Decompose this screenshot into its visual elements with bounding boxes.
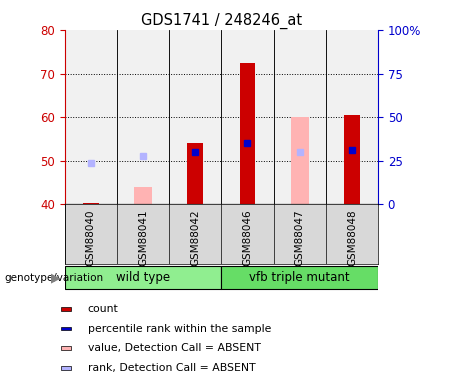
Text: GSM88042: GSM88042	[190, 209, 200, 266]
Bar	[134, 187, 152, 204]
FancyBboxPatch shape	[65, 266, 221, 290]
Bar	[326, 30, 378, 204]
Bar	[240, 63, 255, 204]
Text: percentile rank within the sample: percentile rank within the sample	[88, 324, 271, 333]
Bar	[290, 117, 309, 204]
Bar	[344, 115, 360, 204]
Text: rank, Detection Call = ABSENT: rank, Detection Call = ABSENT	[88, 363, 255, 373]
Bar	[61, 327, 71, 330]
Text: vfb triple mutant: vfb triple mutant	[249, 271, 350, 284]
Title: GDS1741 / 248246_at: GDS1741 / 248246_at	[141, 12, 302, 28]
Text: GSM88046: GSM88046	[242, 209, 253, 266]
Bar	[65, 30, 117, 204]
FancyBboxPatch shape	[221, 266, 378, 290]
Bar	[117, 30, 169, 204]
Text: GSM88041: GSM88041	[138, 209, 148, 266]
Text: genotype/variation: genotype/variation	[5, 273, 104, 283]
Text: ▶: ▶	[51, 272, 60, 285]
Text: value, Detection Call = ABSENT: value, Detection Call = ABSENT	[88, 343, 260, 353]
Bar	[273, 30, 326, 204]
Text: count: count	[88, 304, 118, 314]
Bar	[187, 143, 203, 204]
Bar	[83, 202, 99, 204]
Bar	[221, 30, 273, 204]
Bar	[61, 346, 71, 350]
Text: GSM88040: GSM88040	[86, 209, 96, 266]
Text: wild type: wild type	[116, 271, 170, 284]
Bar	[61, 307, 71, 310]
Bar	[61, 366, 71, 370]
Bar	[169, 30, 221, 204]
Text: GSM88047: GSM88047	[295, 209, 305, 266]
Text: GSM88048: GSM88048	[347, 209, 357, 266]
